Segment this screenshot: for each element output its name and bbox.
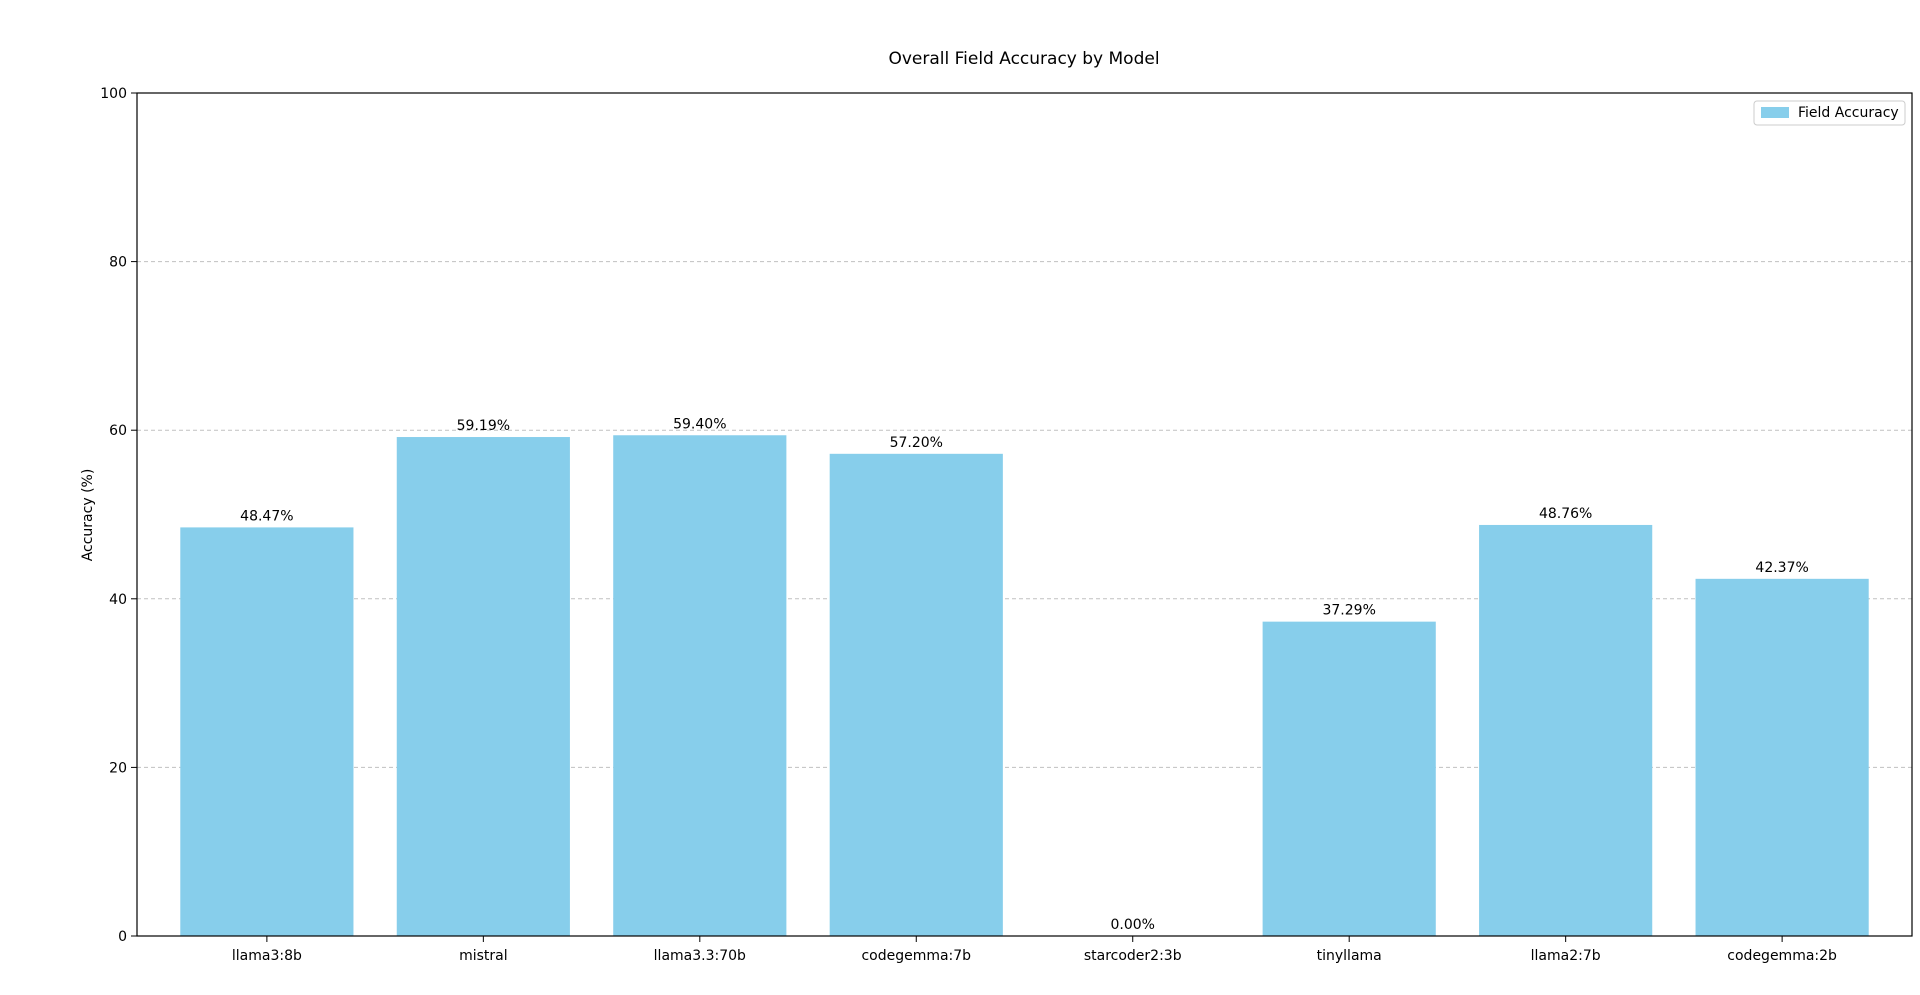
bar-value-label: 48.47% <box>240 508 293 524</box>
y-tick-label: 0 <box>118 929 127 945</box>
bar-llama3-8b <box>180 527 354 936</box>
bar-value-label: 57.20% <box>890 435 943 451</box>
legend: Field Accuracy <box>1753 100 1906 126</box>
x-tick-label: llama3.3:70b <box>654 948 746 964</box>
y-axis-label: Accuracy (%) <box>80 469 96 562</box>
x-axis-ticks: llama3:8b mistral llama3.3:70b codegemma:7b… <box>232 936 1837 964</box>
x-tick-label: codegemma:7b <box>861 948 971 964</box>
x-tick-label: mistral <box>459 948 508 964</box>
y-axis-ticks: 0 20 40 60 80 100 <box>100 86 137 945</box>
bar-value-label: 48.76% <box>1539 506 1592 522</box>
bar-codegemma-2b <box>1695 578 1869 936</box>
legend-box <box>1753 100 1906 126</box>
bar-mistral <box>396 437 570 936</box>
bar-tinyllama <box>1262 621 1436 936</box>
y-tick-label: 100 <box>100 86 127 102</box>
y-tick-label: 40 <box>109 592 127 608</box>
bar-value-labels: 48.47% 59.19% 59.40% 57.20% 0.00% 37.29% 48.76… <box>240 416 1809 933</box>
x-tick-label: llama3:8b <box>232 948 302 964</box>
bar-value-label: 42.37% <box>1755 560 1808 576</box>
plot-frame <box>136 92 1913 937</box>
x-tick-label: llama2:7b <box>1531 948 1601 964</box>
chart-title: Overall Field Accuracy by Model <box>888 49 1159 69</box>
bars <box>180 435 1869 936</box>
bar-value-label: 0.00% <box>1110 917 1154 933</box>
bar-llama3-3-70b <box>613 435 787 936</box>
y-tick-label: 20 <box>109 760 127 776</box>
legend-label: Field Accuracy <box>1798 105 1899 121</box>
bar-value-label: 59.19% <box>457 418 510 434</box>
bar-codegemma-7b <box>829 453 1003 936</box>
legend-swatch <box>1761 107 1789 118</box>
y-tick-label: 60 <box>109 423 127 439</box>
x-tick-label: tinyllama <box>1317 948 1382 964</box>
y-tick-label: 80 <box>109 255 127 271</box>
bar-value-label: 37.29% <box>1322 603 1375 619</box>
x-tick-label: starcoder2:3b <box>1084 948 1182 964</box>
bar-value-label: 59.40% <box>673 416 726 432</box>
x-tick-label: codegemma:2b <box>1727 948 1837 964</box>
bar-llama2-7b <box>1479 524 1653 936</box>
